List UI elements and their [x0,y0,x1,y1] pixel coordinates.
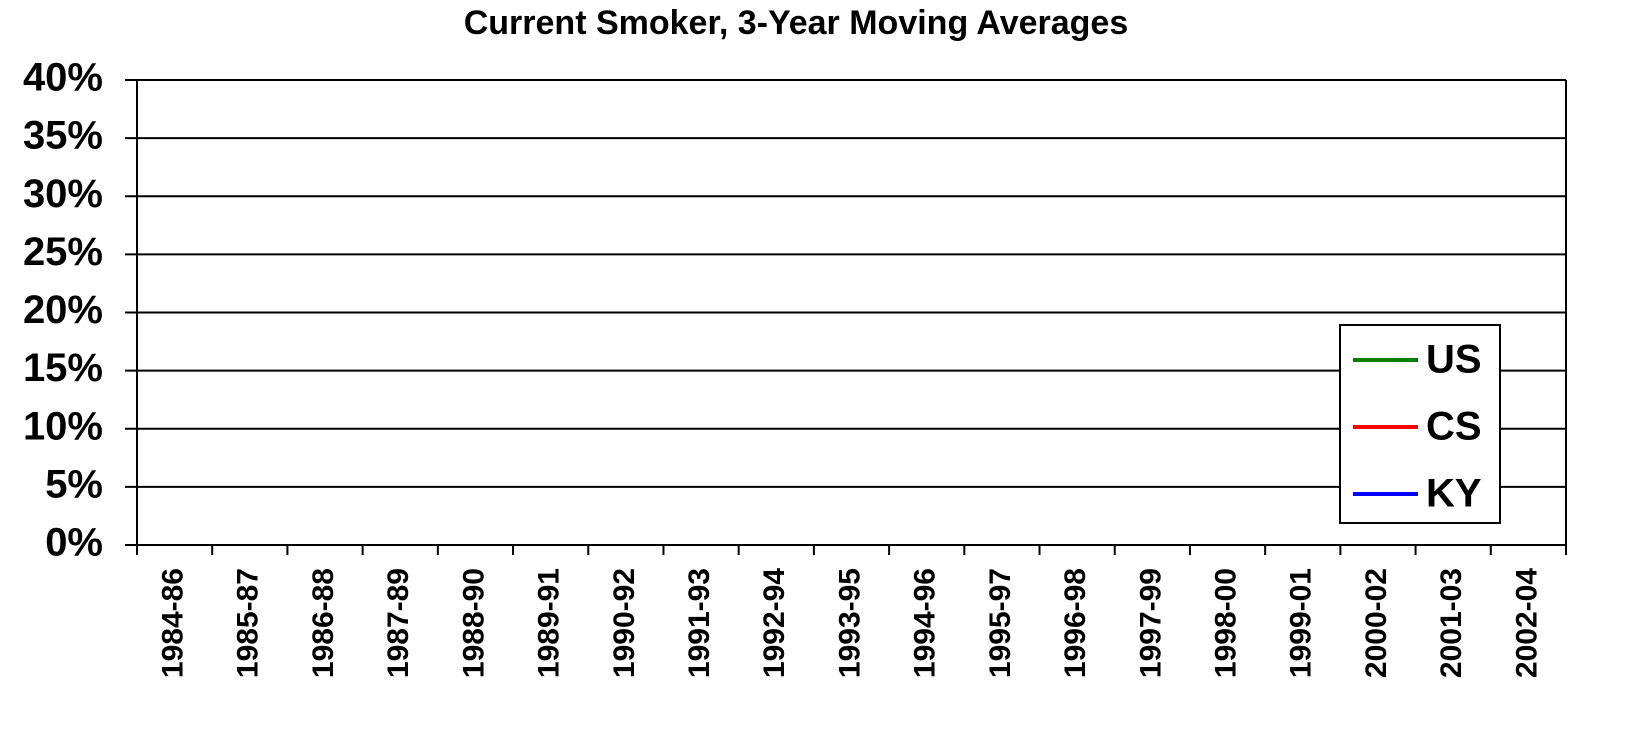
x-tick-label: 1992-94 [758,568,791,678]
y-tick-label: 20% [23,288,103,332]
chart-title: Current Smoker, 3-Year Moving Averages [464,4,1129,42]
x-tick-label: 2000-02 [1360,568,1393,678]
y-tick-label: 30% [23,172,103,216]
legend-label: KY [1426,472,1482,516]
y-tick-label: 25% [23,230,103,274]
x-tick-label: 1998-00 [1209,568,1242,678]
x-tick-label: 1993-95 [833,568,866,678]
x-tick-label: 1994-96 [909,568,942,678]
y-tick-label: 35% [23,114,103,158]
x-tick-label: 1987-89 [382,568,415,678]
y-tick-label: 15% [23,346,103,390]
x-tick-label: 2001-03 [1435,568,1468,678]
x-tick-label: 1990-92 [608,568,641,678]
x-tick-label: 1986-88 [307,568,340,678]
y-tick-label: 5% [45,462,103,506]
x-tick-label: 1997-99 [1134,568,1167,678]
x-tick-label: 1985-87 [232,568,265,678]
x-tick-label: 1989-91 [533,568,566,678]
x-tick-label: 1995-97 [984,568,1017,678]
y-tick-label: 40% [23,56,103,100]
legend: US CS KY [1339,324,1501,524]
y-tick-label: 10% [23,404,103,448]
y-tick-label: 0% [45,521,103,565]
x-tick-label: 2002-04 [1510,568,1543,678]
legend-label: US [1426,338,1482,382]
x-tick-label: 1984-86 [157,568,190,678]
x-tick-label: 1996-98 [1059,568,1092,678]
x-tick-label: 1991-93 [683,568,716,678]
x-tick-label: 1999-01 [1285,568,1318,678]
legend-label: CS [1426,405,1482,449]
x-tick-label: 1988-90 [457,568,490,678]
